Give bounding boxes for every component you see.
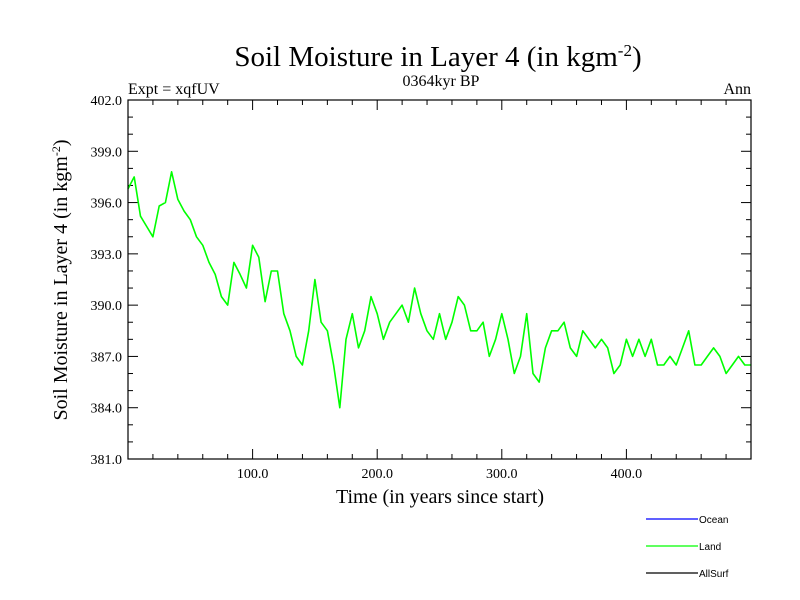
axis-tick-labels: 100.0 200.0 300.0 400.0 381.0 384.0 387.0 390.0… [91, 94, 643, 482]
subtitle-right: Ann [723, 81, 751, 98]
y-tick-label: 390.0 [91, 299, 123, 314]
x-tick-label: 400.0 [611, 467, 643, 482]
y-axis-label-sup: -2 [49, 146, 63, 156]
y-tick-label: 381.0 [91, 453, 123, 468]
plot-frame [127, 99, 752, 460]
y-tick-label: 384.0 [91, 402, 123, 417]
legend-label-allsurf: AllSurf [699, 569, 729, 580]
y-tick-label: 393.0 [91, 248, 123, 263]
legend-label-land: Land [699, 542, 721, 553]
chart-title-close: ) [632, 41, 642, 73]
legend: Ocean Land AllSurf [646, 515, 729, 580]
chart-title-main: Soil Moisture in Layer 4 (in kgm [234, 41, 618, 73]
y-axis-label: Soil Moisture in Layer 4 (in kgm-2) [49, 139, 72, 420]
subtitle-left: Expt = xqfUV [128, 81, 220, 98]
chart-title: Soil Moisture in Layer 4 (in kgm-2) [234, 41, 641, 73]
series-line-land [127, 171, 751, 409]
subtitle-center: 0364kyr BP [403, 73, 480, 90]
y-tick-label: 396.0 [91, 197, 123, 212]
series-layer [127, 171, 751, 409]
x-tick-label: 300.0 [486, 467, 518, 482]
y-tick-label: 399.0 [91, 145, 123, 160]
chart-title-sup: -2 [618, 41, 632, 60]
x-tick-label: 200.0 [361, 467, 393, 482]
y-axis-label-main: Soil Moisture in Layer 4 (in kgm [50, 156, 72, 421]
x-tick-label: 100.0 [237, 467, 269, 482]
axis-ticks [128, 99, 751, 460]
x-axis-label: Time (in years since start) [336, 486, 544, 508]
legend-label-ocean: Ocean [699, 515, 728, 526]
y-tick-label: 387.0 [91, 350, 123, 365]
y-axis-label-close: ) [50, 139, 72, 146]
y-tick-label: 402.0 [91, 94, 123, 109]
